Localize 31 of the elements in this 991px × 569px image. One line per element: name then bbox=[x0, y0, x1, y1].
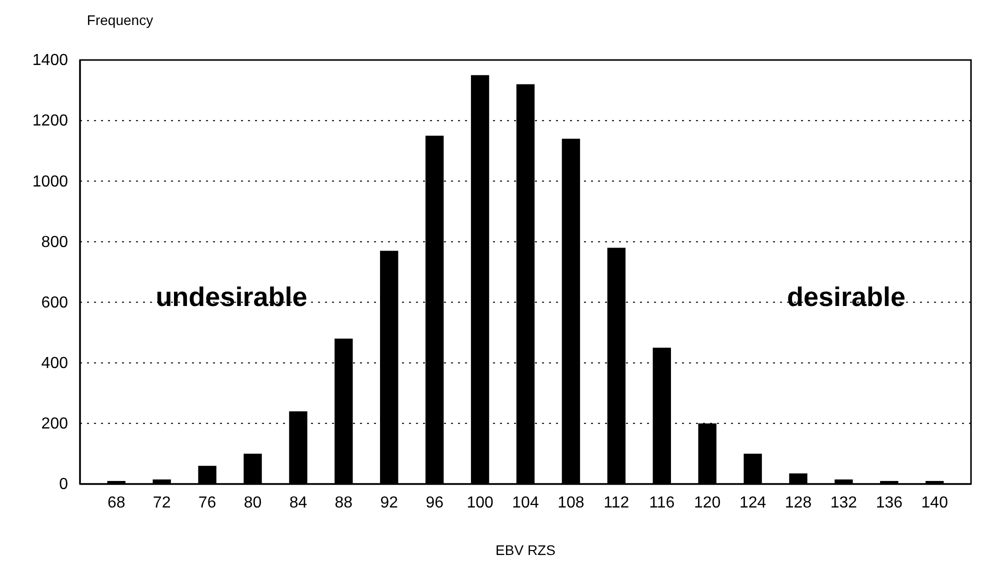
y-tick-label: 800 bbox=[41, 234, 68, 251]
annotation: undesirable bbox=[156, 282, 308, 312]
x-tick-label: 116 bbox=[649, 494, 675, 512]
y-tick-label: 600 bbox=[41, 294, 68, 312]
x-tick-label: 100 bbox=[466, 494, 494, 512]
y-tick-label: 1000 bbox=[32, 173, 68, 190]
y-tick-label: 400 bbox=[41, 354, 68, 372]
x-axis-title: EBV RZS bbox=[496, 542, 556, 558]
y-tick-label: 1200 bbox=[32, 112, 68, 130]
x-tick-label: 104 bbox=[512, 494, 539, 512]
x-tick-label: 108 bbox=[558, 494, 584, 512]
x-tick-label: 72 bbox=[152, 494, 171, 512]
x-tick-label: 88 bbox=[334, 494, 353, 512]
x-tick-label: 84 bbox=[289, 494, 308, 512]
x-tick-label: 112 bbox=[604, 494, 630, 512]
x-tick-label: 80 bbox=[244, 494, 262, 512]
x-tick-label: 132 bbox=[830, 494, 858, 512]
y-tick-label: 1400 bbox=[32, 52, 68, 70]
x-tick-label: 136 bbox=[876, 494, 903, 512]
x-tick-label: 120 bbox=[694, 494, 721, 512]
x-tick-label: 92 bbox=[380, 494, 398, 512]
x-tick-label: 128 bbox=[784, 494, 812, 512]
x-tick-label: 68 bbox=[107, 494, 126, 512]
x-tick-label: 140 bbox=[921, 494, 948, 512]
y-axis-title: Frequency bbox=[86, 12, 154, 28]
x-tick-label: 76 bbox=[198, 494, 216, 512]
x-tick-label: 96 bbox=[426, 494, 444, 512]
y-tick-label: 0 bbox=[59, 476, 68, 494]
y-tick-label: 200 bbox=[41, 416, 68, 433]
annotation: desirable bbox=[786, 282, 906, 312]
x-tick-label: 124 bbox=[739, 494, 766, 512]
